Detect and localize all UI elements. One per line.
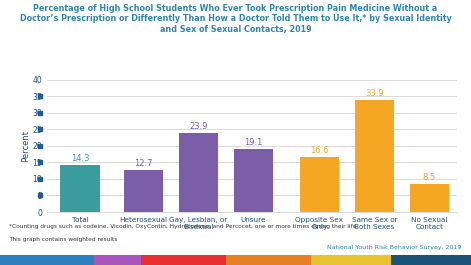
Bar	[300, 157, 339, 212]
Y-axis label: Percent: Percent	[21, 130, 30, 162]
Text: 16.6: 16.6	[310, 146, 329, 155]
Text: 8.5: 8.5	[423, 173, 436, 182]
Text: 14.3: 14.3	[71, 154, 89, 163]
Bar	[355, 100, 394, 212]
Text: *Counting drugs such as codeine, Vicodin, OxyContin, Hydrocodone, and Percocet, : *Counting drugs such as codeine, Vicodin…	[9, 224, 357, 229]
Text: National Youth Risk Behavior Survey, 2019: National Youth Risk Behavior Survey, 201…	[327, 245, 462, 250]
Bar	[234, 149, 273, 212]
Text: 12.7: 12.7	[134, 159, 153, 168]
Text: 33.9: 33.9	[365, 89, 384, 98]
Text: 23.9: 23.9	[189, 122, 208, 131]
Bar	[123, 170, 163, 212]
Bar	[410, 184, 449, 212]
Text: Percentage of High School Students Who Ever Took Prescription Pain Medicine With: Percentage of High School Students Who E…	[20, 4, 451, 34]
Text: 19.1: 19.1	[244, 138, 262, 147]
Bar	[179, 133, 218, 212]
Text: This graph contains weighted results: This graph contains weighted results	[9, 237, 118, 242]
Bar	[60, 165, 100, 212]
